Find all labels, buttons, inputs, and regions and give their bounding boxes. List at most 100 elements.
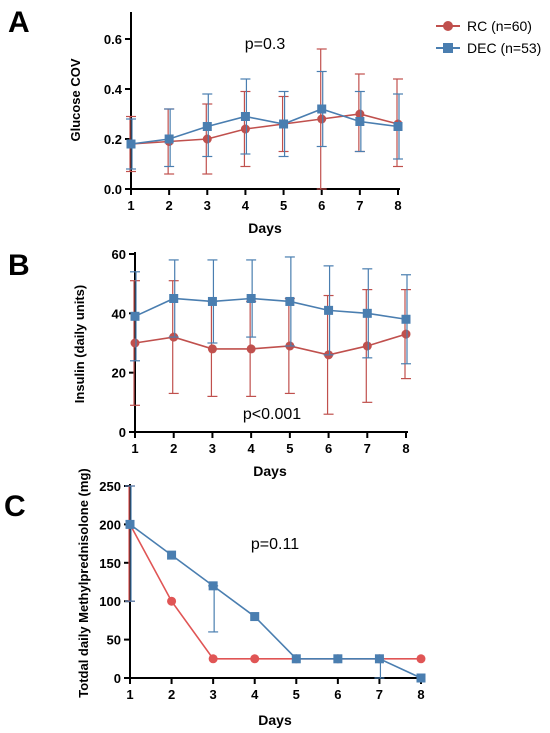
- panel-c-rc-point: [208, 654, 218, 664]
- panel-a-xtick-label: 7: [356, 198, 363, 213]
- panel-a-rc-line: [130, 113, 399, 145]
- panel-b-ytick-label: 40: [112, 306, 126, 321]
- panel-c-dec-point: [125, 519, 135, 529]
- panel-c-dec-point: [167, 550, 177, 560]
- panel-c-rc-point: [250, 654, 260, 664]
- panel-b-dec-line: [134, 297, 407, 321]
- panel-b-annotation: p<0.001: [243, 406, 301, 423]
- panel-b-plot: 0 20 40 60 1 2 3 4 5 6 7 8: [112, 247, 411, 456]
- legend: RC (n=60) DEC (n=53): [436, 18, 541, 56]
- panel-a-label: A: [8, 6, 30, 39]
- panel-c-rc-point: [416, 654, 426, 664]
- panel-c-xtick-label: 5: [293, 687, 300, 702]
- panel-c-dec-point: [374, 654, 384, 664]
- panel-c-ytick-label: 0: [114, 671, 121, 686]
- panel-c-dec-point: [250, 612, 260, 622]
- panel-b-xtick-label: 1: [131, 441, 138, 456]
- panel-b-ytick-label: 0: [119, 425, 126, 440]
- panel-a-dec-point: [202, 122, 212, 131]
- panel-c-annotation: p=0.11: [251, 536, 299, 553]
- panel-a-xtick-label: 4: [242, 198, 250, 213]
- panel-b-dec-point: [130, 311, 140, 321]
- panel-c-xtick-label: 8: [417, 687, 424, 702]
- panel-b-rc-point: [362, 341, 372, 351]
- panel-c-xtick-label: 1: [126, 687, 133, 702]
- legend-dec-marker: [443, 43, 453, 53]
- panel-c-dec-point: [333, 654, 343, 664]
- panel-b-xtick-label: 5: [286, 441, 293, 456]
- panel-c-dec-point: [416, 673, 426, 683]
- panel-b-rc-point: [401, 329, 411, 339]
- panel-b-xtick-label: 6: [325, 441, 332, 456]
- panel-a-rc-point: [355, 109, 365, 119]
- panel-c-dec-point: [291, 654, 301, 664]
- panel-b-xtick-label: 4: [248, 441, 256, 456]
- panel-a-xtick-label: 2: [166, 198, 173, 213]
- panel-c-dec-point: [208, 581, 218, 591]
- panel-b-xtick-label: 8: [402, 441, 409, 456]
- panel-a-xtick-label: 3: [204, 198, 211, 213]
- panel-c-rc-point: [167, 596, 177, 606]
- panel-b-xtick-label: 3: [209, 441, 216, 456]
- panel-a-xtick-label: 6: [318, 198, 325, 213]
- legend-rc-label: RC (n=60): [467, 18, 532, 34]
- panel-b-dec-point: [324, 305, 334, 315]
- panel-c-xtick-label: 4: [251, 687, 259, 702]
- panel-b-ylabel: Insulin (daily units): [72, 285, 87, 403]
- panel-b-dec-point: [169, 294, 179, 303]
- panel-a-ylabel: Glucose COV: [68, 58, 83, 141]
- panel-c-ytick-label: 100: [99, 594, 121, 609]
- panel-c-xtick-label: 2: [168, 687, 175, 702]
- panel-b: B 0 20 40 60 1 2 3 4 5 6 7 8 p<0.001 Days Insulin (…: [8, 247, 411, 479]
- panel-c-plot: 0 50 100 150 200 250 1 2 3 4 5 6 7 8: [99, 479, 426, 702]
- panel-b-xlabel: Days: [253, 463, 287, 479]
- panel-c-label: C: [4, 490, 26, 523]
- panel-b-rc-point: [246, 344, 256, 354]
- panel-a-rc-point: [202, 134, 212, 144]
- panel-a-xtick-label: 1: [127, 198, 134, 213]
- panel-a-dec-point: [279, 119, 289, 129]
- panel-a-annotation: p=0.3: [245, 36, 286, 53]
- panel-b-dec-point: [401, 314, 411, 324]
- panel-a-ytick-label: 0.0: [104, 182, 122, 197]
- panel-b-dec-point: [246, 294, 256, 303]
- panel-a-dec-point: [393, 122, 403, 131]
- panel-c-xtick-label: 7: [376, 687, 383, 702]
- panel-a-dec-point: [240, 112, 250, 121]
- panel-b-dec-point: [285, 296, 295, 306]
- panel-b-dec-point: [207, 296, 217, 306]
- panel-b-dec-point: [362, 308, 372, 318]
- panel-b-rc-line: [134, 333, 407, 356]
- panel-a-ytick-label: 0.4: [104, 82, 123, 97]
- legend-rc-marker: [443, 21, 453, 31]
- panel-a-dec-point: [126, 139, 136, 149]
- panel-c-ylabel: Totdal daily Methylprednisolone (mg): [76, 468, 91, 697]
- panel-c: C 0 50 100 150 200 250 1 2 3 4 5 6 7 8 p=0.11 Days To…: [4, 468, 426, 728]
- panel-c-xtick-label: 6: [334, 687, 341, 702]
- panel-b-label: B: [8, 249, 30, 282]
- panel-a: A 0.0 0.2 0.4 0.6 1 2 3 4 5 6 7 8 p=0.3 Days Glucos…: [8, 6, 403, 236]
- legend-entry-rc: RC (n=60): [436, 18, 532, 34]
- panel-c-xtick-label: 3: [210, 687, 217, 702]
- panel-b-ytick-label: 20: [112, 366, 126, 381]
- panel-a-dec-point: [317, 104, 327, 114]
- panel-b-xtick-label: 2: [170, 441, 177, 456]
- legend-entry-dec: DEC (n=53): [436, 40, 541, 56]
- panel-c-ytick-label: 150: [99, 556, 121, 571]
- panel-b-ytick-label: 60: [112, 247, 126, 262]
- panel-c-ytick-label: 250: [99, 479, 121, 494]
- panel-a-xlabel: Days: [248, 220, 282, 236]
- panel-a-dec-line: [130, 108, 399, 145]
- panel-c-xlabel: Days: [258, 712, 292, 728]
- panel-a-ytick-label: 0.6: [104, 32, 122, 47]
- legend-dec-label: DEC (n=53): [467, 40, 541, 56]
- panel-a-rc-point: [317, 114, 327, 124]
- panel-a-plot: 0.0 0.2 0.4 0.6 1 2 3 4 5 6 7 8: [104, 12, 403, 213]
- panel-c-ytick-label: 50: [107, 633, 121, 648]
- panel-b-rc-point: [130, 338, 140, 348]
- panel-b-rc-point: [207, 344, 217, 354]
- panel-a-xtick-label: 8: [394, 198, 401, 213]
- panel-a-rc-point: [240, 124, 250, 134]
- panel-c-ytick-label: 200: [99, 517, 121, 532]
